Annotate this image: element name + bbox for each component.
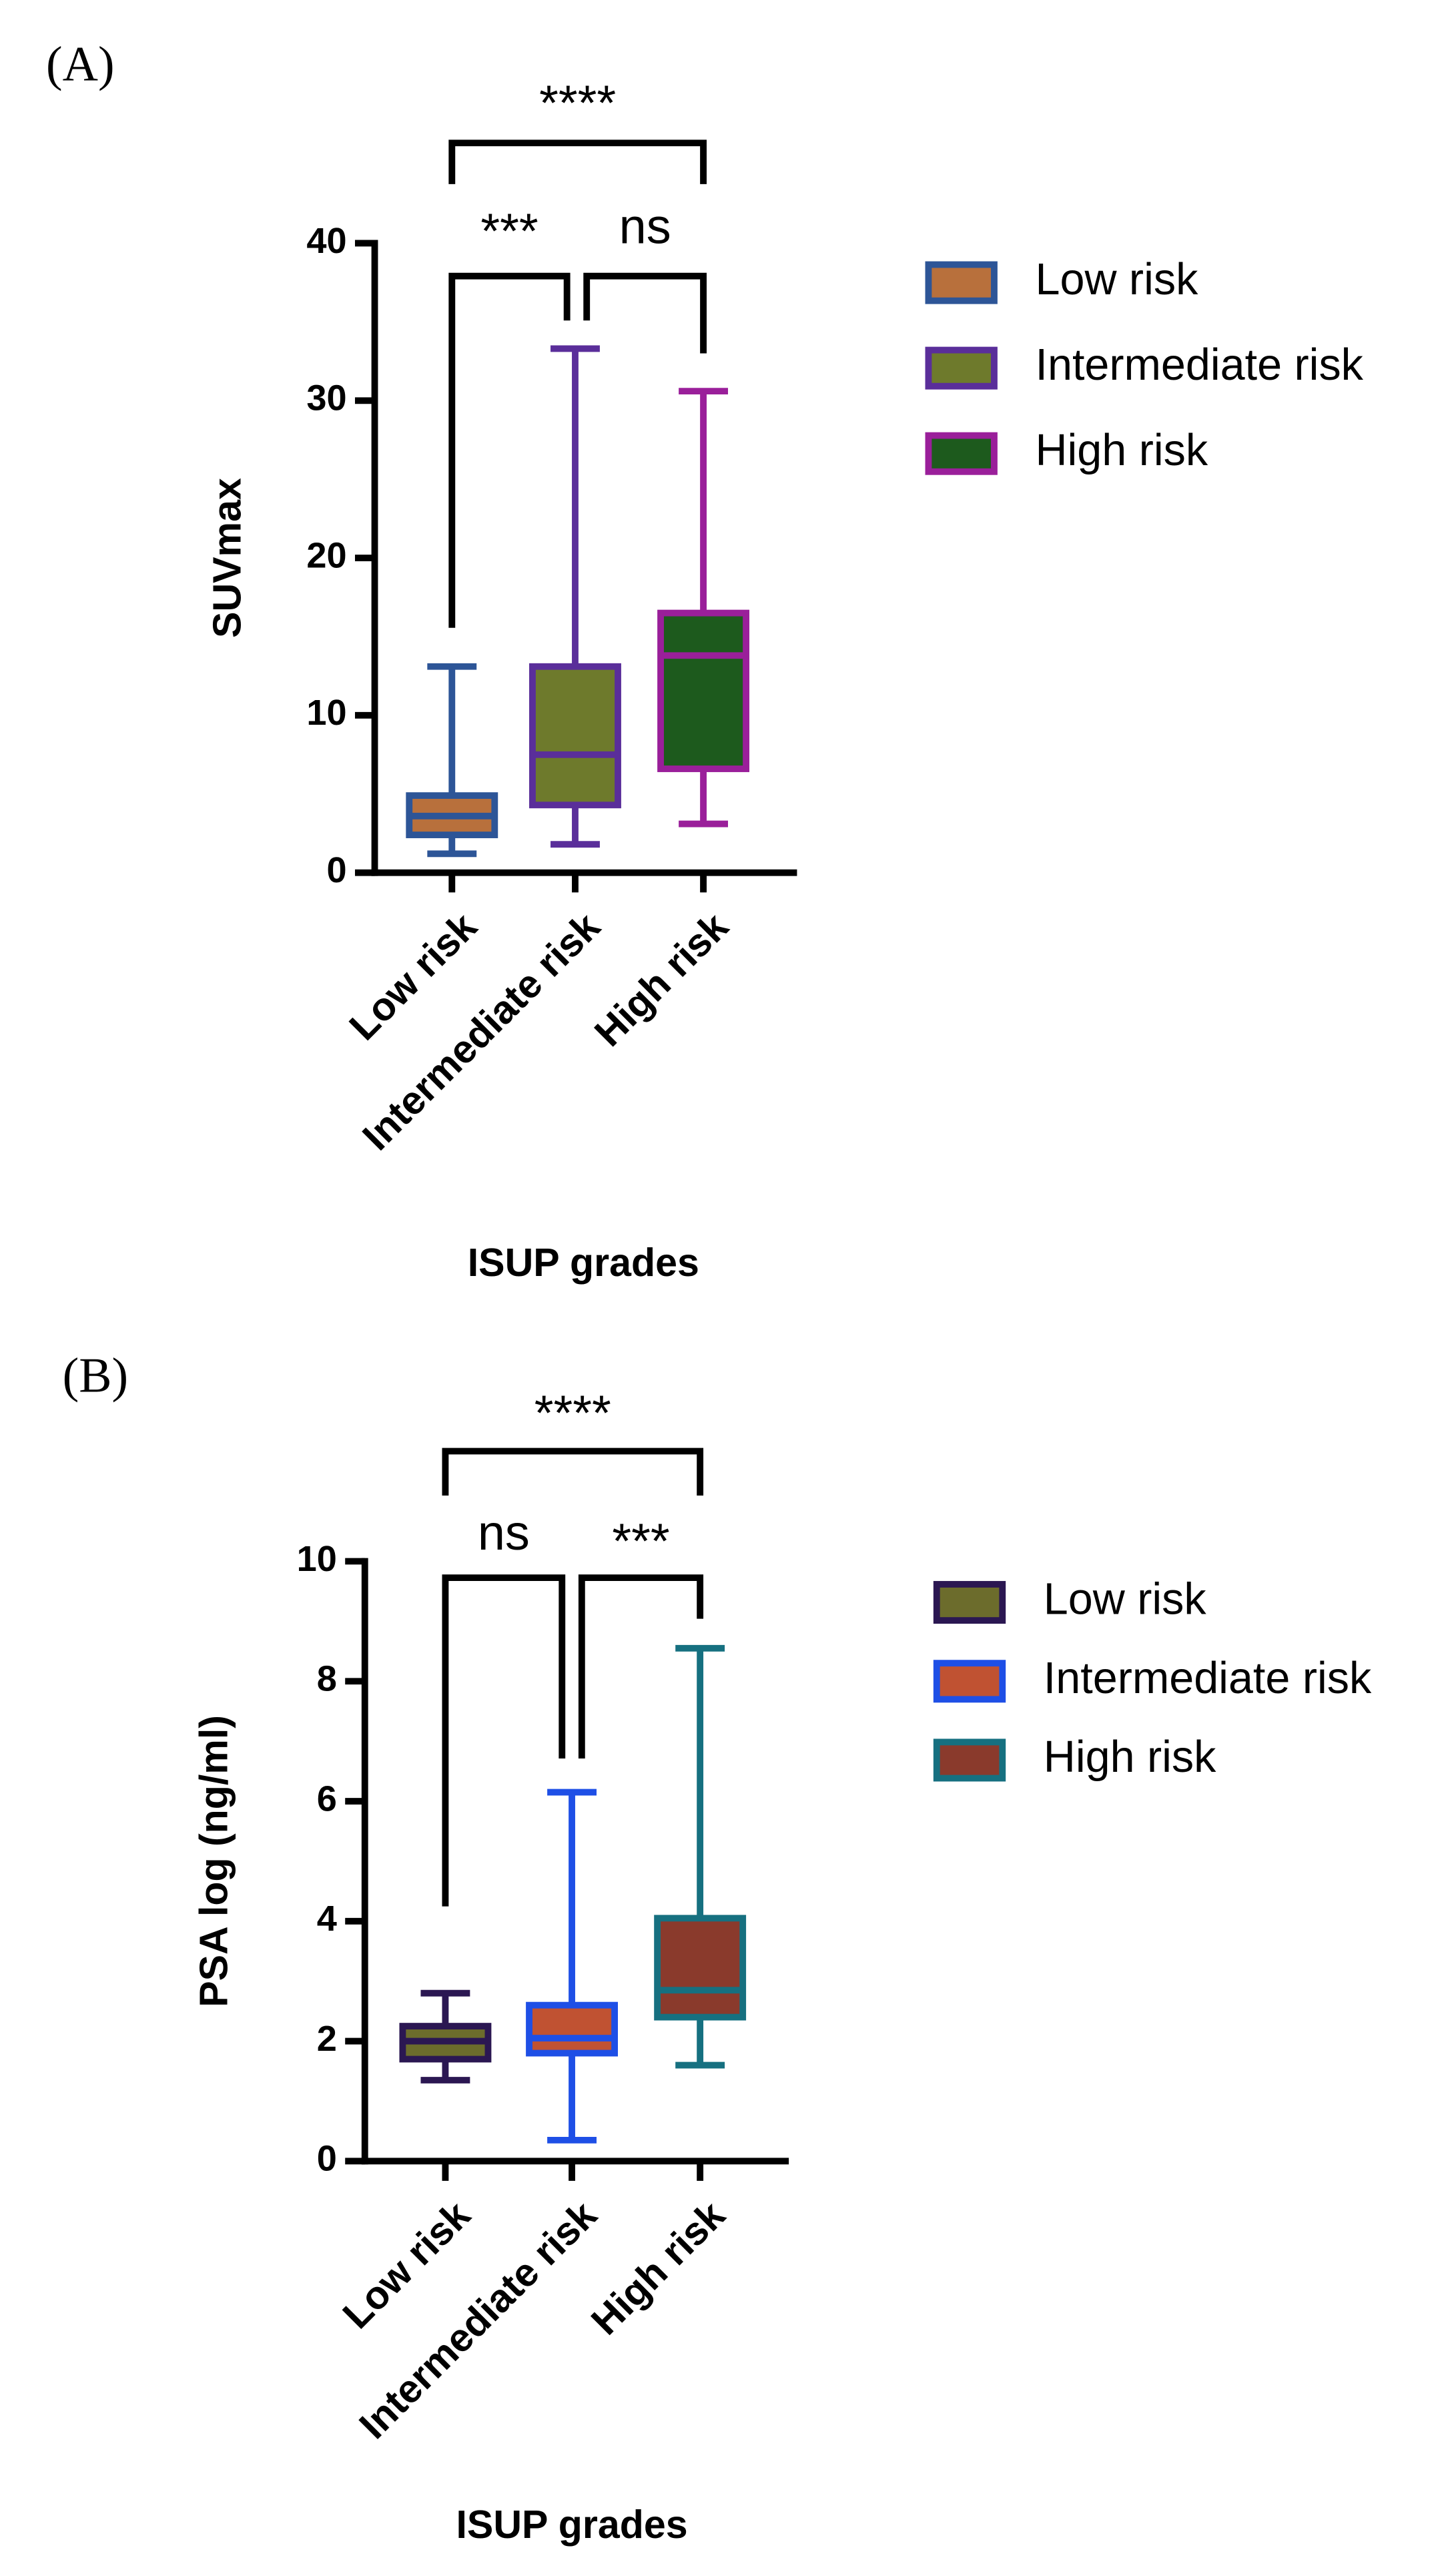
y-tick-label: 30 [306, 378, 346, 418]
legend-swatch [925, 432, 998, 475]
legend-label: Intermediate risk [1036, 340, 1364, 390]
legend-label: High risk [1044, 1732, 1216, 1782]
significance-bracket [583, 272, 707, 354]
x-tick-label: Intermediate risk [350, 2192, 605, 2447]
significance-label: **** [539, 75, 616, 131]
box [654, 1915, 747, 2021]
y-tick-label: 10 [297, 1539, 337, 1579]
y-tick-label: 4 [317, 1899, 337, 1939]
legend-swatch [925, 261, 998, 304]
significance-bracket [448, 139, 707, 184]
y-tick-label: 20 [306, 535, 346, 575]
y-tick-label: 0 [327, 850, 347, 890]
y-tick-label: 0 [317, 2139, 337, 2179]
significance-label: **** [534, 1385, 611, 1440]
legend-swatch [933, 1738, 1006, 1782]
significance-bracket [448, 272, 571, 628]
box [657, 609, 750, 772]
significance-label: ns [478, 1505, 530, 1560]
significance-label: *** [480, 204, 538, 259]
panel-label: (B) [63, 1348, 128, 1403]
box-group [406, 663, 498, 858]
box-group [529, 345, 621, 848]
box-group [399, 1989, 492, 2083]
legend-swatch [933, 1581, 1006, 1624]
significance-bracket [578, 1574, 704, 1759]
legend-swatch [933, 1660, 1006, 1703]
y-axis-title: SUVmax [204, 478, 249, 638]
y-tick-label: 10 [306, 693, 346, 733]
y-tick-label: 2 [317, 2019, 337, 2059]
y-tick-label: 8 [317, 1659, 337, 1699]
box-group [526, 1789, 619, 2144]
significance-label: ns [619, 198, 671, 254]
x-tick-label: High risk [583, 2192, 733, 2343]
box [529, 663, 621, 809]
x-tick-label: High risk [586, 904, 737, 1054]
y-axis-title: PSA log (ng/ml) [192, 1715, 236, 2007]
significance-bracket [442, 1448, 704, 1496]
legend-label: Low risk [1044, 1575, 1207, 1624]
box [526, 2001, 619, 2057]
y-tick-label: 40 [306, 221, 346, 261]
x-axis-title: ISUP grades [456, 2502, 688, 2547]
box-group [654, 1644, 747, 2069]
y-tick-label: 6 [317, 1779, 337, 1819]
box-group [657, 388, 750, 828]
legend-swatch [925, 346, 998, 390]
panel-label: (A) [46, 36, 115, 91]
legend-label: Intermediate risk [1044, 1654, 1372, 1703]
x-tick-label: Intermediate risk [354, 904, 609, 1159]
x-axis-title: ISUP grades [468, 1240, 699, 1285]
significance-bracket [442, 1574, 566, 1907]
legend-label: High risk [1036, 426, 1208, 475]
significance-label: *** [612, 1513, 669, 1568]
legend-label: Low risk [1036, 255, 1199, 304]
